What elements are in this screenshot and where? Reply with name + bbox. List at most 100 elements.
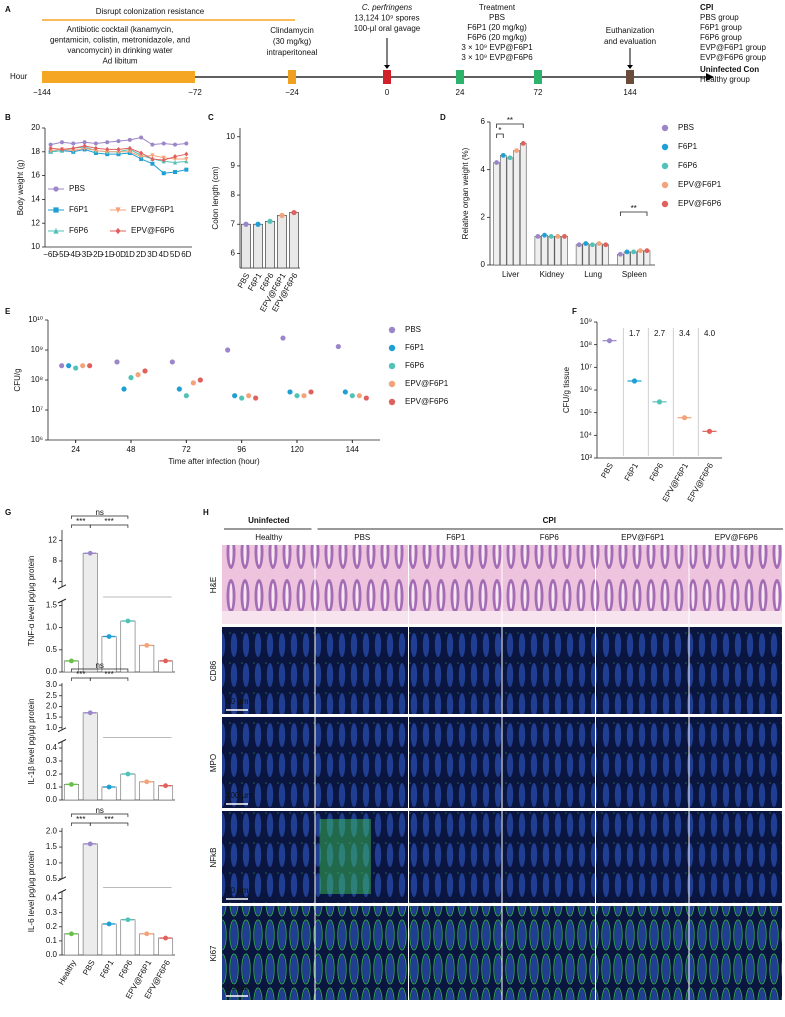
- y-tick-label: 9: [231, 161, 236, 170]
- event-text: Antibiotic cocktail (kanamycin,: [67, 25, 174, 34]
- significance-label: **: [631, 204, 637, 213]
- legend-item: Healthy group: [700, 75, 750, 84]
- micrograph: [689, 627, 782, 714]
- y-tick-label: 10⁸: [580, 340, 592, 349]
- point: [59, 363, 65, 369]
- legend-label: PBS: [678, 123, 694, 132]
- bar: [120, 919, 136, 956]
- micrograph: [596, 811, 689, 903]
- y-tick-label: 10: [226, 132, 235, 141]
- point: [73, 365, 79, 371]
- bar-point: [535, 234, 541, 239]
- arrow-head: [627, 65, 633, 69]
- y-tick-label: 10⁸: [31, 375, 43, 384]
- legend-label: F6P6: [405, 361, 425, 370]
- point: [342, 389, 348, 395]
- point: [150, 142, 155, 147]
- bar-point: [555, 234, 561, 239]
- event-text: Treatment: [479, 3, 516, 12]
- x-tick-label: −5D: [55, 250, 70, 259]
- micrograph: [689, 906, 782, 1000]
- event-text: 13,124 10⁹ spores: [354, 14, 419, 23]
- point: [71, 145, 76, 151]
- point: [116, 139, 121, 144]
- significance-label: ***: [104, 815, 113, 824]
- point: [53, 227, 59, 234]
- y-tick-label: 0.0: [46, 667, 58, 676]
- y-tick-label: 10⁶: [31, 435, 43, 444]
- y-tick-label: 10⁴: [580, 430, 593, 439]
- point: [87, 363, 93, 369]
- bar: [499, 155, 507, 266]
- legend-label: EPV@F6P6: [131, 226, 175, 235]
- point: [59, 140, 64, 145]
- y-tick-label: 4: [481, 165, 486, 174]
- y-tick-label: 0.4: [46, 743, 58, 752]
- point: [115, 207, 121, 214]
- point: [87, 841, 93, 847]
- y-tick-label: 10⁹: [580, 317, 592, 326]
- point: [173, 156, 178, 162]
- y-tick-label: 0.1: [46, 936, 58, 945]
- y-tick-label: 10⁷: [31, 405, 43, 414]
- bar-point: [603, 242, 609, 248]
- x-tick-label: 96: [237, 445, 246, 454]
- scale-bar-label: 100 μm: [226, 791, 253, 800]
- micrograph: [315, 811, 408, 903]
- bar-point: [644, 248, 650, 254]
- y-axis-label: CFU/g: [13, 368, 22, 391]
- event-text: 3 × 10⁹ EVP@F6P1: [461, 43, 533, 52]
- bar-point: [520, 141, 526, 146]
- axis-break: [57, 889, 67, 894]
- x-tick-label: F6P1: [623, 461, 641, 483]
- x-tick-label: 72: [182, 445, 191, 454]
- legend-swatch: [661, 200, 669, 208]
- axis-arrow: [706, 73, 714, 81]
- point: [184, 167, 189, 172]
- he-lumen: [502, 611, 595, 624]
- column-label: F6P6: [540, 533, 560, 542]
- x-tick-label: −0D: [111, 250, 126, 259]
- point: [173, 154, 178, 160]
- point: [294, 393, 300, 399]
- y-tick-label: 1.0: [46, 623, 58, 632]
- point: [139, 154, 144, 160]
- y-tick-label: 18: [31, 147, 40, 156]
- point: [82, 140, 87, 145]
- x-tick-label: −4D: [66, 250, 81, 259]
- x-tick-label: −72: [188, 88, 202, 97]
- y-tick-label: 1.0: [46, 723, 58, 732]
- micrograph: [689, 717, 782, 808]
- bar: [139, 781, 155, 801]
- he-lumen: [409, 611, 502, 624]
- bar: [139, 645, 155, 673]
- legend-title: Uninfected Con: [700, 65, 759, 74]
- bar-point: [576, 242, 582, 248]
- panel-label: B: [5, 113, 11, 122]
- event-text: Ad libitum: [102, 57, 137, 66]
- bar: [82, 552, 98, 673]
- x-tick-label: −1D: [100, 250, 115, 259]
- point: [183, 393, 189, 399]
- x-tick-label: EPV@F6P6: [686, 461, 716, 503]
- bar: [534, 236, 542, 266]
- y-tick-label: 10³: [580, 453, 592, 462]
- micrograph: [596, 545, 689, 624]
- legend-swatch: [661, 181, 669, 189]
- point: [82, 146, 87, 151]
- bar-point: [255, 221, 261, 227]
- legend-swatch: [388, 380, 396, 388]
- point: [105, 140, 110, 145]
- timepoint-marker: [288, 70, 296, 84]
- event-text: gentamicin, colistin, metronidazole, and: [50, 36, 190, 45]
- point: [115, 227, 121, 235]
- significance-label: ***: [76, 815, 85, 824]
- significance-bracket: [89, 822, 129, 826]
- bar: [582, 243, 590, 266]
- point: [121, 386, 127, 392]
- significance-label: *: [498, 126, 501, 135]
- y-tick-label: 1.0: [46, 858, 58, 867]
- point: [105, 149, 110, 155]
- event-text: and evaluation: [604, 37, 656, 46]
- point: [116, 149, 121, 155]
